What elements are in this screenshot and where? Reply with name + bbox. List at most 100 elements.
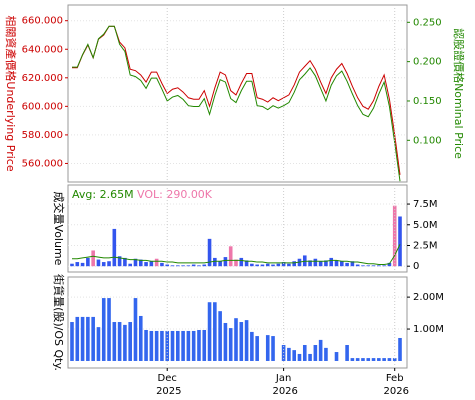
bar: [181, 265, 185, 267]
x-tick-label: Jan 2026: [269, 373, 298, 397]
bar: [287, 347, 291, 361]
bar: [292, 261, 296, 267]
y-axis-label: 成交量Volume: [52, 192, 66, 266]
bar: [154, 258, 159, 267]
bar: [202, 264, 207, 267]
bar: [361, 358, 365, 361]
bar: [112, 322, 117, 361]
x-tick-label-line: 2026: [269, 386, 298, 397]
x-tick-label-line: 2025: [153, 386, 182, 397]
bar: [234, 259, 238, 267]
bar: [318, 339, 323, 361]
y-tick-label: 600.000: [22, 101, 63, 112]
x-tick-label: Feb 2026: [380, 373, 409, 397]
bar: [107, 298, 111, 361]
y-tick-label: 0: [413, 261, 419, 272]
panel-frame: [67, 184, 408, 273]
x-tick-label-line: Jan: [275, 373, 291, 384]
y-tick-label: 640.000: [22, 44, 63, 55]
bar: [138, 259, 143, 267]
bar: [160, 330, 164, 361]
bar: [213, 302, 217, 361]
x-tick-label-line: 2026: [380, 386, 409, 397]
bar: [123, 257, 127, 267]
x-tick-label-line: Feb: [386, 373, 404, 384]
bar: [218, 311, 222, 361]
y-axis-label: 相關資產價格Underlying Price: [4, 15, 18, 171]
bar: [350, 261, 355, 267]
y2-tick-label: 0.200: [413, 57, 442, 68]
bar: [271, 336, 275, 361]
x-tick-label-line: Dec: [158, 373, 177, 384]
y2-axis-label: 認股證價格Nominal Price: [452, 28, 466, 159]
bar: [107, 261, 111, 267]
y-tick-label: 2.00M: [413, 292, 444, 303]
bar: [250, 263, 254, 267]
bar: [165, 264, 170, 267]
y-tick-label: 5.0M: [413, 220, 438, 231]
bar: [170, 330, 175, 361]
bar: [377, 265, 381, 267]
bar: [244, 320, 249, 361]
y2-tick-label: 0.100: [413, 135, 442, 146]
bar: [165, 330, 170, 361]
bar: [239, 322, 244, 361]
bar: [297, 353, 302, 361]
bar: [234, 318, 238, 361]
bar: [91, 250, 95, 267]
bar: [223, 257, 228, 267]
bar: [75, 262, 80, 267]
bar: [382, 358, 386, 361]
bar: [176, 265, 180, 267]
y-tick-label: 1.00M: [413, 324, 444, 335]
y-tick-label: 660.000: [22, 16, 63, 27]
bar: [149, 330, 154, 361]
bar: [292, 350, 296, 361]
bar: [91, 316, 95, 361]
bar: [117, 322, 122, 361]
bar: [366, 265, 371, 267]
bar: [250, 331, 254, 361]
y-tick-label: 7.5M: [413, 199, 438, 210]
bar: [324, 347, 328, 361]
bar: [207, 238, 212, 267]
bar: [308, 260, 312, 267]
bar: [228, 246, 233, 267]
bar: [255, 336, 259, 361]
bar: [70, 322, 74, 361]
annotation: Avg: 2.65M: [72, 188, 134, 201]
bar: [133, 298, 138, 361]
bar: [170, 265, 175, 267]
bar: [281, 262, 286, 267]
bar: [371, 358, 376, 361]
bar: [392, 205, 397, 267]
bar: [133, 258, 138, 267]
bar: [355, 358, 360, 361]
bar: [181, 330, 185, 361]
bar: [377, 358, 381, 361]
bar: [186, 265, 191, 267]
panel-frame: [67, 4, 408, 183]
bar: [101, 262, 106, 267]
bar: [144, 330, 148, 361]
bar: [355, 264, 360, 267]
bar: [213, 257, 217, 267]
bar: [366, 358, 371, 361]
bar: [128, 322, 132, 361]
bar: [334, 260, 339, 267]
bar: [382, 265, 386, 267]
bar: [260, 264, 265, 267]
bar: [228, 328, 233, 361]
bar: [112, 228, 117, 267]
bar: [265, 263, 270, 267]
bar: [287, 263, 291, 267]
bar: [398, 216, 402, 267]
bar: [318, 261, 323, 267]
y-tick-label: 620.000: [22, 73, 63, 84]
bar: [117, 256, 122, 267]
bar: [86, 316, 90, 361]
annotation: VOL: 290.00K: [137, 188, 213, 201]
bar: [313, 345, 318, 361]
y-axis-label: 街貨量(股)/OS Qty.: [52, 274, 66, 371]
